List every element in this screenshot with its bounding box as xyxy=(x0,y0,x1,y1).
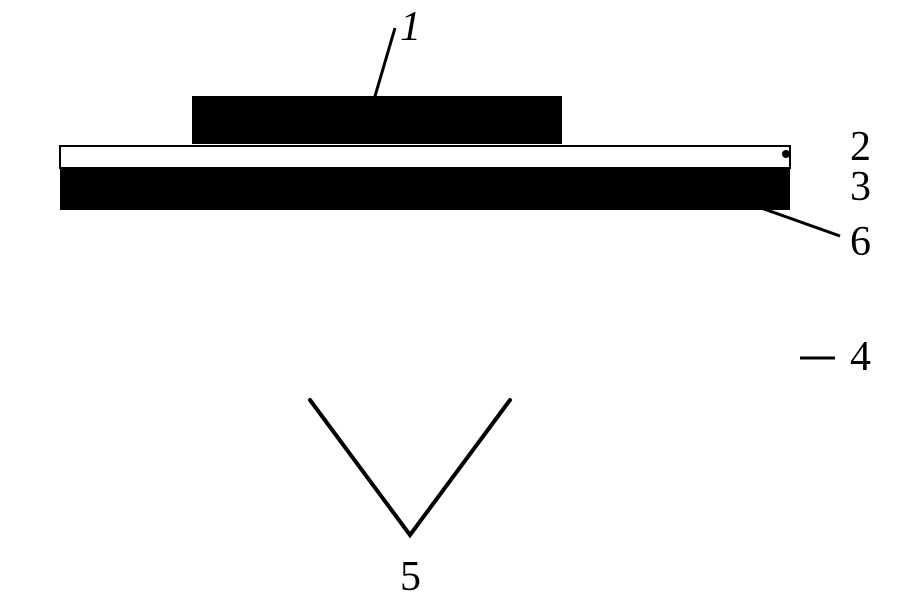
leader-6 xyxy=(750,204,840,236)
layer-top-block xyxy=(192,96,562,144)
leader-2-dot xyxy=(782,150,790,158)
label-3: 3 xyxy=(850,164,871,210)
label-6: 6 xyxy=(850,219,871,265)
diagram-canvas: 1 2 3 4 5 6 xyxy=(0,0,906,608)
label-1: 1 xyxy=(400,4,421,50)
label-4: 4 xyxy=(850,334,871,380)
label-5: 5 xyxy=(400,554,421,600)
v-notch xyxy=(310,400,510,535)
layer-wide-block xyxy=(60,168,790,210)
layer-thin xyxy=(60,146,790,168)
